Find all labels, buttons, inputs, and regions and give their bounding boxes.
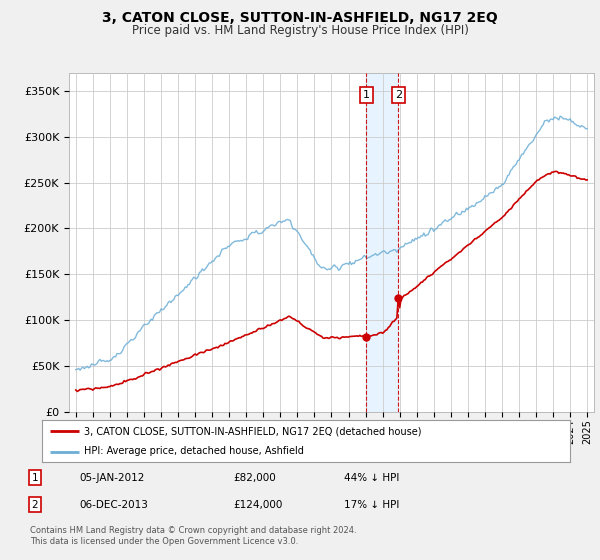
Text: 17% ↓ HPI: 17% ↓ HPI <box>344 500 400 510</box>
Text: 2: 2 <box>395 90 402 100</box>
Text: Contains HM Land Registry data © Crown copyright and database right 2024.
This d: Contains HM Land Registry data © Crown c… <box>30 526 356 546</box>
Text: 06-DEC-2013: 06-DEC-2013 <box>79 500 148 510</box>
Text: Price paid vs. HM Land Registry's House Price Index (HPI): Price paid vs. HM Land Registry's House … <box>131 24 469 36</box>
Text: HPI: Average price, detached house, Ashfield: HPI: Average price, detached house, Ashf… <box>84 446 304 456</box>
Text: £82,000: £82,000 <box>234 473 277 483</box>
Text: 1: 1 <box>32 473 38 483</box>
Text: £124,000: £124,000 <box>234 500 283 510</box>
Text: 3, CATON CLOSE, SUTTON-IN-ASHFIELD, NG17 2EQ: 3, CATON CLOSE, SUTTON-IN-ASHFIELD, NG17… <box>102 11 498 25</box>
Text: 05-JAN-2012: 05-JAN-2012 <box>79 473 145 483</box>
Bar <box>366 73 398 412</box>
Text: 2: 2 <box>32 500 38 510</box>
Text: 3, CATON CLOSE, SUTTON-IN-ASHFIELD, NG17 2EQ (detached house): 3, CATON CLOSE, SUTTON-IN-ASHFIELD, NG17… <box>84 426 422 436</box>
Text: 1: 1 <box>363 90 370 100</box>
Text: 44% ↓ HPI: 44% ↓ HPI <box>344 473 400 483</box>
